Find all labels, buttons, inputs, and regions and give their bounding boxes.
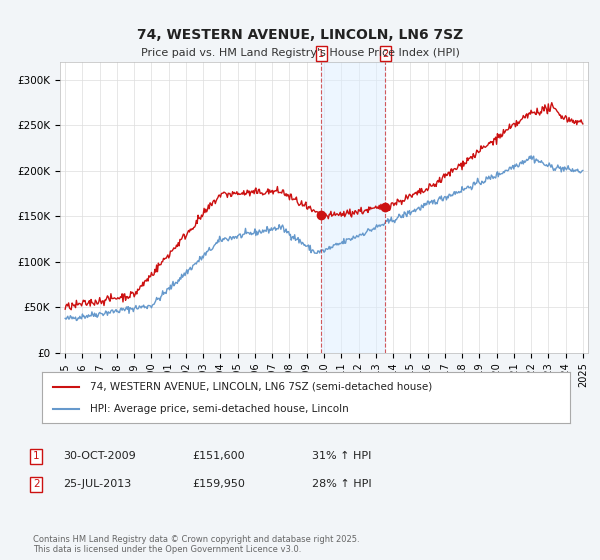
Text: Contains HM Land Registry data © Crown copyright and database right 2025.
This d: Contains HM Land Registry data © Crown c… (33, 535, 359, 554)
Text: 74, WESTERN AVENUE, LINCOLN, LN6 7SZ (semi-detached house): 74, WESTERN AVENUE, LINCOLN, LN6 7SZ (se… (89, 381, 432, 391)
Text: 28% ↑ HPI: 28% ↑ HPI (312, 479, 371, 489)
Text: 31% ↑ HPI: 31% ↑ HPI (312, 451, 371, 461)
Bar (321, 62, 385, 353)
Text: HPI: Average price, semi-detached house, Lincoln: HPI: Average price, semi-detached house,… (89, 404, 348, 414)
Text: 25-JUL-2013: 25-JUL-2013 (63, 479, 131, 489)
Text: £151,600: £151,600 (192, 451, 245, 461)
Text: 74, WESTERN AVENUE, LINCOLN, LN6 7SZ: 74, WESTERN AVENUE, LINCOLN, LN6 7SZ (137, 28, 463, 42)
Text: 2: 2 (382, 49, 389, 59)
Text: Price paid vs. HM Land Registry's House Price Index (HPI): Price paid vs. HM Land Registry's House … (140, 48, 460, 58)
Text: 1: 1 (33, 451, 40, 461)
Text: £159,950: £159,950 (192, 479, 245, 489)
Text: 1: 1 (318, 49, 324, 59)
Text: 30-OCT-2009: 30-OCT-2009 (63, 451, 136, 461)
Text: 2: 2 (33, 479, 40, 489)
